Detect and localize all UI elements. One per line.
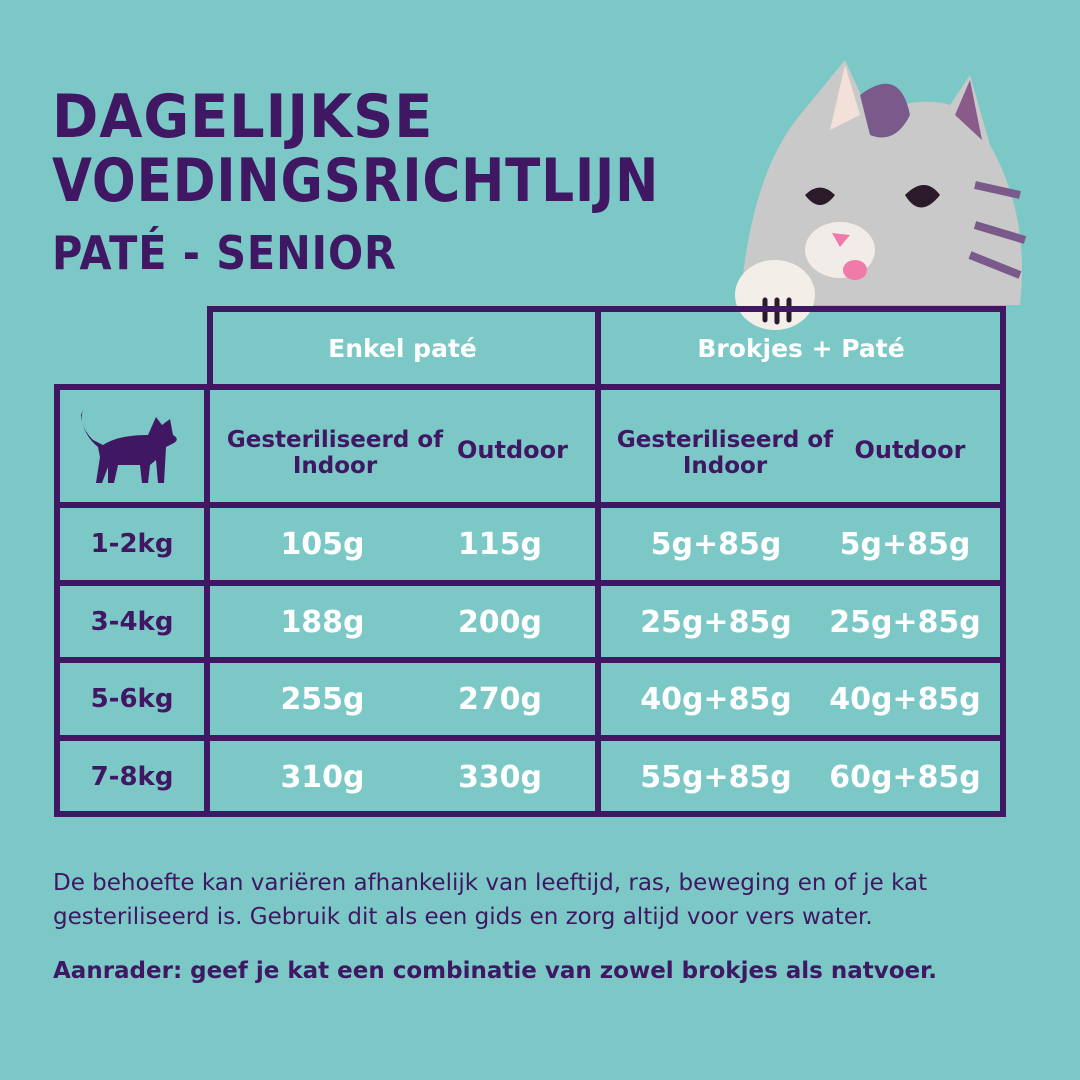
table-cell: 330g: [457, 759, 543, 795]
group-header-brokjes-pate: Brokjes + Paté: [697, 333, 905, 363]
table-cell: 5g+85g: [650, 526, 782, 562]
divider: [204, 384, 210, 817]
divider: [595, 306, 601, 817]
table-cell: 55g+85g: [640, 759, 792, 795]
table-cell: 5g+85g: [839, 526, 971, 562]
column-header: Outdoor: [457, 436, 568, 464]
table-cell: 25g+85g: [640, 604, 792, 640]
table-cell: 310g: [280, 759, 365, 795]
group-header-enkel-pate: Enkel paté: [328, 333, 477, 363]
feeding-table: [54, 384, 1006, 817]
table-cell: 105g: [280, 526, 365, 562]
column-header: Outdoor: [854, 436, 966, 464]
note-tip: Aanrader: geef je kat een combinatie van…: [53, 958, 937, 984]
row-weight: 1-2kg: [90, 529, 174, 559]
note-text: De behoefte kan variëren afhankelijk van…: [53, 870, 928, 930]
subtitle: PATÉ - SENIOR: [52, 226, 397, 280]
column-header: Gesteriliseerd of Indoor: [226, 426, 444, 479]
divider: [54, 580, 1006, 586]
table-cell: 60g+85g: [829, 759, 981, 795]
column-header: Gesteriliseerd of Indoor: [616, 426, 834, 479]
divider: [54, 657, 1006, 663]
title-line-2: VOEDINGSRICHTLIJN: [52, 146, 660, 216]
table-cell: 188g: [280, 604, 365, 640]
divider: [54, 502, 1006, 508]
divider: [54, 735, 1006, 741]
cat-silhouette-icon: [81, 410, 177, 483]
title-line-1: DAGELIJKSE: [52, 82, 434, 152]
table-cell: 255g: [280, 681, 365, 717]
table-cell: 40g+85g: [829, 681, 981, 717]
row-weight: 5-6kg: [90, 684, 174, 714]
row-weight: 3-4kg: [90, 607, 174, 637]
table-cell: 40g+85g: [640, 681, 792, 717]
row-weight: 7-8kg: [90, 762, 174, 792]
table-cell: 200g: [457, 604, 543, 640]
table-cell: 270g: [457, 681, 543, 717]
cat-mascot-illustration: [735, 60, 1027, 330]
table-cell: 25g+85g: [829, 604, 981, 640]
table-cell: 115g: [457, 526, 543, 562]
